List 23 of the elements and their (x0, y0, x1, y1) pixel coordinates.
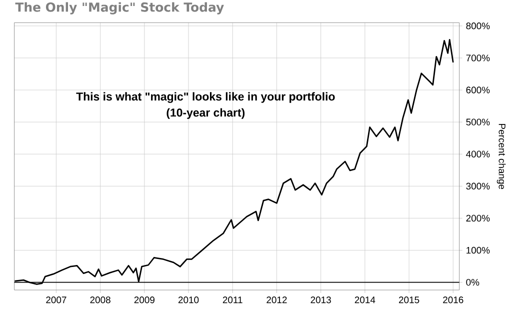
y-tick-label: 300% (466, 182, 490, 190)
x-tick-label: 2008 (90, 296, 110, 304)
x-tick-label: 2012 (266, 296, 287, 304)
y-tick-label: 600% (466, 86, 490, 94)
annotation: (10-year chart) (166, 108, 245, 119)
y-tick-label: 100% (466, 246, 490, 254)
x-tick-label: 2013 (310, 296, 331, 304)
x-tick-label: 2011 (222, 296, 242, 304)
x-tick-label: 2014 (354, 296, 376, 304)
y-tick-label: 500% (466, 118, 490, 126)
annotation: This is what "magic" looks like in your portfolio (76, 92, 335, 103)
y-axis-title: Percent change (496, 124, 506, 190)
y-tick-label: 0% (466, 278, 480, 286)
chart-title: The Only "Magic" Stock Today (15, 2, 224, 14)
x-tick-label: 2016 (443, 296, 464, 304)
x-tick-label: 2015 (398, 296, 420, 304)
y-tick-label: 800% (466, 22, 490, 30)
y-tick-label: 700% (466, 54, 490, 62)
y-tick-label: 200% (466, 214, 490, 222)
y-tick-label: 400% (466, 150, 490, 158)
x-tick-label: 2007 (46, 296, 66, 304)
x-tick-label: 2009 (134, 296, 154, 304)
x-tick-label: 2010 (178, 296, 199, 304)
